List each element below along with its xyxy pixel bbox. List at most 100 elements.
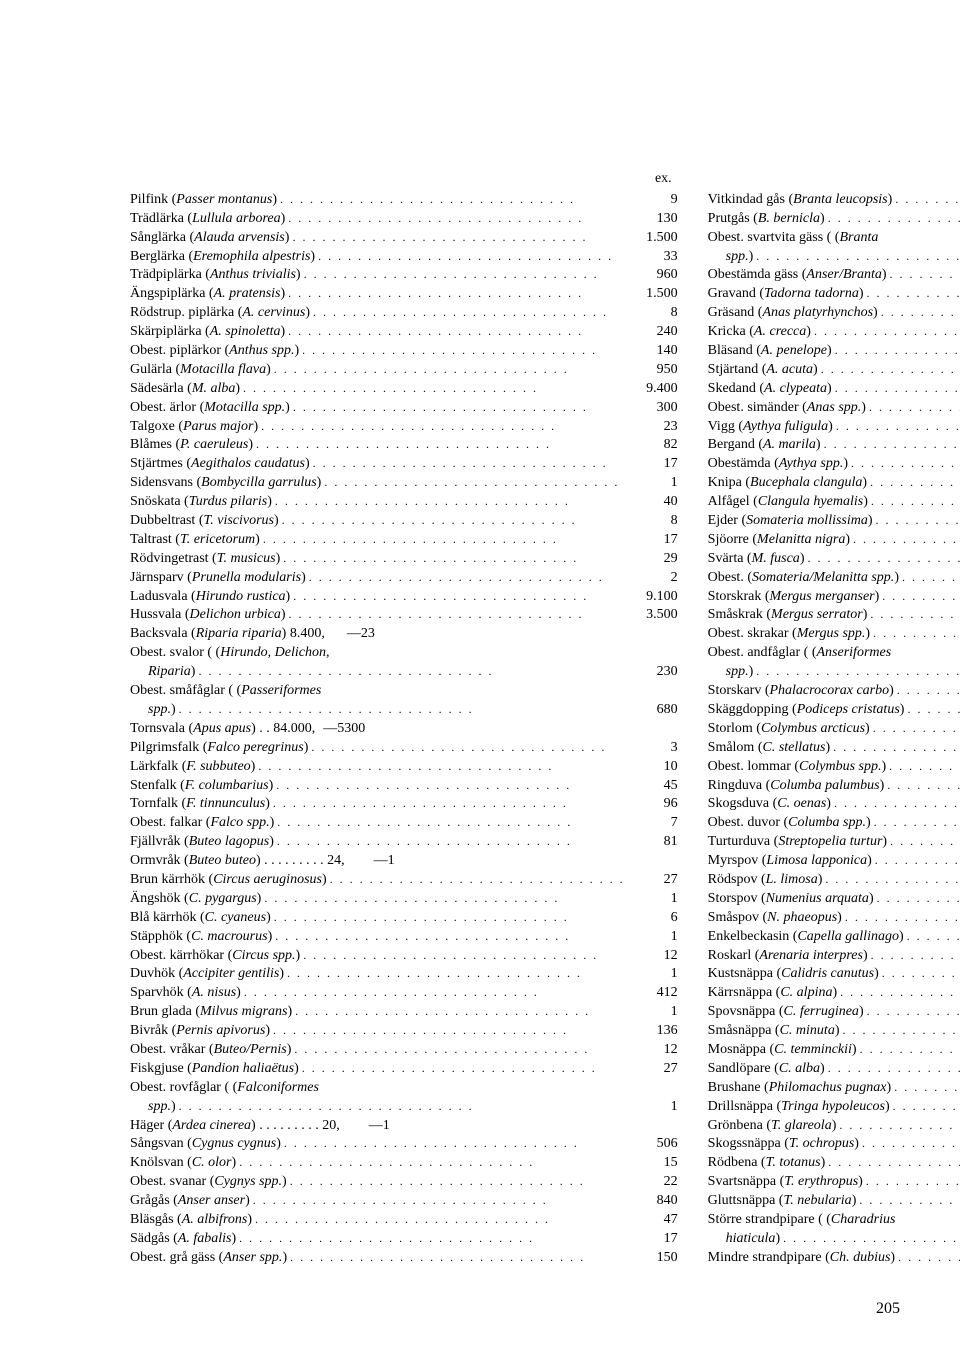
leader-dots: [825, 1154, 960, 1173]
species-row: Obestämda (Aythya spp.)58: [708, 455, 960, 474]
species-count: 96: [628, 795, 678, 814]
leader-dots: [285, 210, 627, 229]
species-name: Gluttsnäppa (T. nebularia): [708, 1192, 857, 1211]
species-name: Blåmes (P. caeruleus): [130, 436, 253, 455]
species-count: 82: [628, 436, 678, 455]
leader-dots: [842, 909, 960, 928]
leader-dots: [837, 984, 960, 1003]
species-name: Berglärka (Eremophila alpestris): [130, 248, 315, 267]
species-row: Stenfalk (F. columbarius)45: [130, 777, 678, 796]
species-row: Obest. lommar (Colymbus spp.)210: [708, 758, 960, 777]
species-name: Sidensvans (Bombycilla garrulus): [130, 474, 321, 493]
species-count: —5300: [315, 720, 365, 739]
leader-dots: [290, 588, 627, 607]
species-row: Blåmes (P. caeruleus) 82: [130, 436, 678, 455]
species-name: Hussvala (Delichon urbica): [130, 606, 286, 625]
species-row: Rödspov (L. limosa)35: [708, 871, 960, 890]
species-count: 1: [628, 1098, 678, 1117]
species-row: Myrspov (Limosa lapponica)680: [708, 852, 960, 871]
species-name: Rödstrup. piplärka (A. cervinus): [130, 304, 310, 323]
species-row: Mosnäppa (C. temminckii)8: [708, 1041, 960, 1060]
species-name: Obest. kärrhökar (Circus spp.): [130, 947, 300, 966]
species-count: 23: [628, 418, 678, 437]
species-count: 29: [628, 550, 678, 569]
species-row: Trädpiplärka (Anthus trivialis)960: [130, 266, 678, 285]
leader-dots: [840, 1022, 960, 1041]
species-name: Tornfalk (F. tinnunculus): [130, 795, 270, 814]
species-name: Obest. andfåglar ( (Anseriformes: [708, 644, 892, 663]
species-row: Sånglärka (Alauda arvensis)1.500: [130, 229, 678, 248]
species-row: Pilfink (Passer montanus)9: [130, 191, 678, 210]
species-count: 15: [628, 1154, 678, 1173]
leader-dots: [904, 701, 960, 720]
species-name: Svärta (M. fusca): [708, 550, 805, 569]
leader-dots: [873, 512, 960, 531]
species-name: Rödvingetrast (T. musicus): [130, 550, 280, 569]
species-count: 17: [628, 455, 678, 474]
leader-dots: [863, 1173, 960, 1192]
leader-dots: [299, 342, 627, 361]
leader-dots: [289, 229, 627, 248]
species-row: spp.)680: [130, 701, 678, 720]
species-count: 2: [628, 569, 678, 588]
species-name: Häger (Ardea cinerea) . . . . . . . . . …: [130, 1117, 340, 1136]
species-name: Obest. duvor (Columba spp.): [708, 814, 871, 833]
species-row: Obest. svartvita gäss ( (Branta: [708, 229, 960, 248]
leader-dots: [890, 1098, 960, 1117]
species-row: Storskrak (Mergus merganser)35: [708, 588, 960, 607]
species-name: Dubbeltrast (T. viscivorus): [130, 512, 279, 531]
leader-dots: [270, 795, 628, 814]
page-number: 205: [130, 1298, 920, 1320]
species-name: Sädesärla (M. alba): [130, 380, 240, 399]
species-row: Gräsand (Anas platyrhynchos)813: [708, 304, 960, 323]
species-name: Vigg (Aythya fuligula): [708, 418, 833, 437]
species-list-page: ex. Pilfink (Passer montanus)9Trädlärka …: [130, 170, 920, 1268]
species-row: Obest. skrakar (Mergus spp.)170: [708, 625, 960, 644]
leader-dots: [252, 1211, 628, 1230]
species-name: Prutgås (B. bernicla): [708, 210, 825, 229]
species-count: 1.500: [628, 285, 678, 304]
species-name: Stäpphök (C. macrourus): [130, 928, 272, 947]
species-name: spp.): [726, 248, 754, 267]
right-column: ex. Vitkindad gås (Branta leucopsis)1.08…: [708, 170, 960, 1268]
species-count: 3.500: [628, 606, 678, 625]
leader-dots: [831, 795, 960, 814]
species-name: Bivråk (Pernis apivorus): [130, 1022, 270, 1041]
species-name: Obest. grå gäss (Anser spp.): [130, 1249, 287, 1268]
species-row: Backsvala (Riparia riparia) 8.400,—23: [130, 625, 678, 644]
species-name: Duvhök (Accipiter gentilis): [130, 965, 284, 984]
species-name: Sånglärka (Alauda arvensis): [130, 229, 289, 248]
leader-dots: [261, 890, 627, 909]
left-column: ex. Pilfink (Passer montanus)9Trädlärka …: [130, 170, 678, 1268]
species-row: Ladusvala (Hirundo rustica)9.100: [130, 588, 678, 607]
species-row: Drillsnäppa (Tringa hypoleucos)48: [708, 1098, 960, 1117]
species-row: Fiskgjuse (Pandion haliaëtus)27: [130, 1060, 678, 1079]
species-name: Smålom (C. stellatus): [708, 739, 831, 758]
species-row: Sångsvan (Cygnus cygnus)506: [130, 1135, 678, 1154]
species-count: 10: [628, 758, 678, 777]
species-count: 12: [628, 1041, 678, 1060]
species-name: Obest. svanar (Cygnys spp.): [130, 1173, 287, 1192]
species-count: 240: [628, 323, 678, 342]
species-row: Stjärtmes (Aegithalos caudatus)17: [130, 455, 678, 474]
leader-dots: [864, 285, 960, 304]
species-count: 45: [628, 777, 678, 796]
species-row: Obest. duvor (Columba spp.)690: [708, 814, 960, 833]
species-name: Småskrak (Mergus serrator): [708, 606, 868, 625]
species-row: Bläsand (A. penelope)12.700: [708, 342, 960, 361]
species-row: Smålom (C. stellatus)13: [708, 739, 960, 758]
species-name: Obest. svartvita gäss ( (Branta: [708, 229, 879, 248]
species-name: Järnsparv (Prunella modularis): [130, 569, 306, 588]
species-name: Snöskata (Turdus pilaris): [130, 493, 272, 512]
leader-dots: [258, 418, 628, 437]
species-row: Obest. simänder (Anas spp.)665: [708, 399, 960, 418]
species-row: Obest. andfåglar ( (Anseriformes: [708, 644, 960, 663]
species-row: Ormvråk (Buteo buteo) . . . . . . . . . …: [130, 852, 678, 871]
species-name: Småsnäppa (C. minuta): [708, 1022, 840, 1041]
species-count: 8: [628, 304, 678, 323]
species-row: Svärta (M. fusca)640: [708, 550, 960, 569]
species-row: Taltrast (T. ericetorum)17: [130, 531, 678, 550]
species-row: Hussvala (Delichon urbica) 3.500: [130, 606, 678, 625]
species-count: 1: [628, 890, 678, 909]
species-count: 150: [628, 1249, 678, 1268]
